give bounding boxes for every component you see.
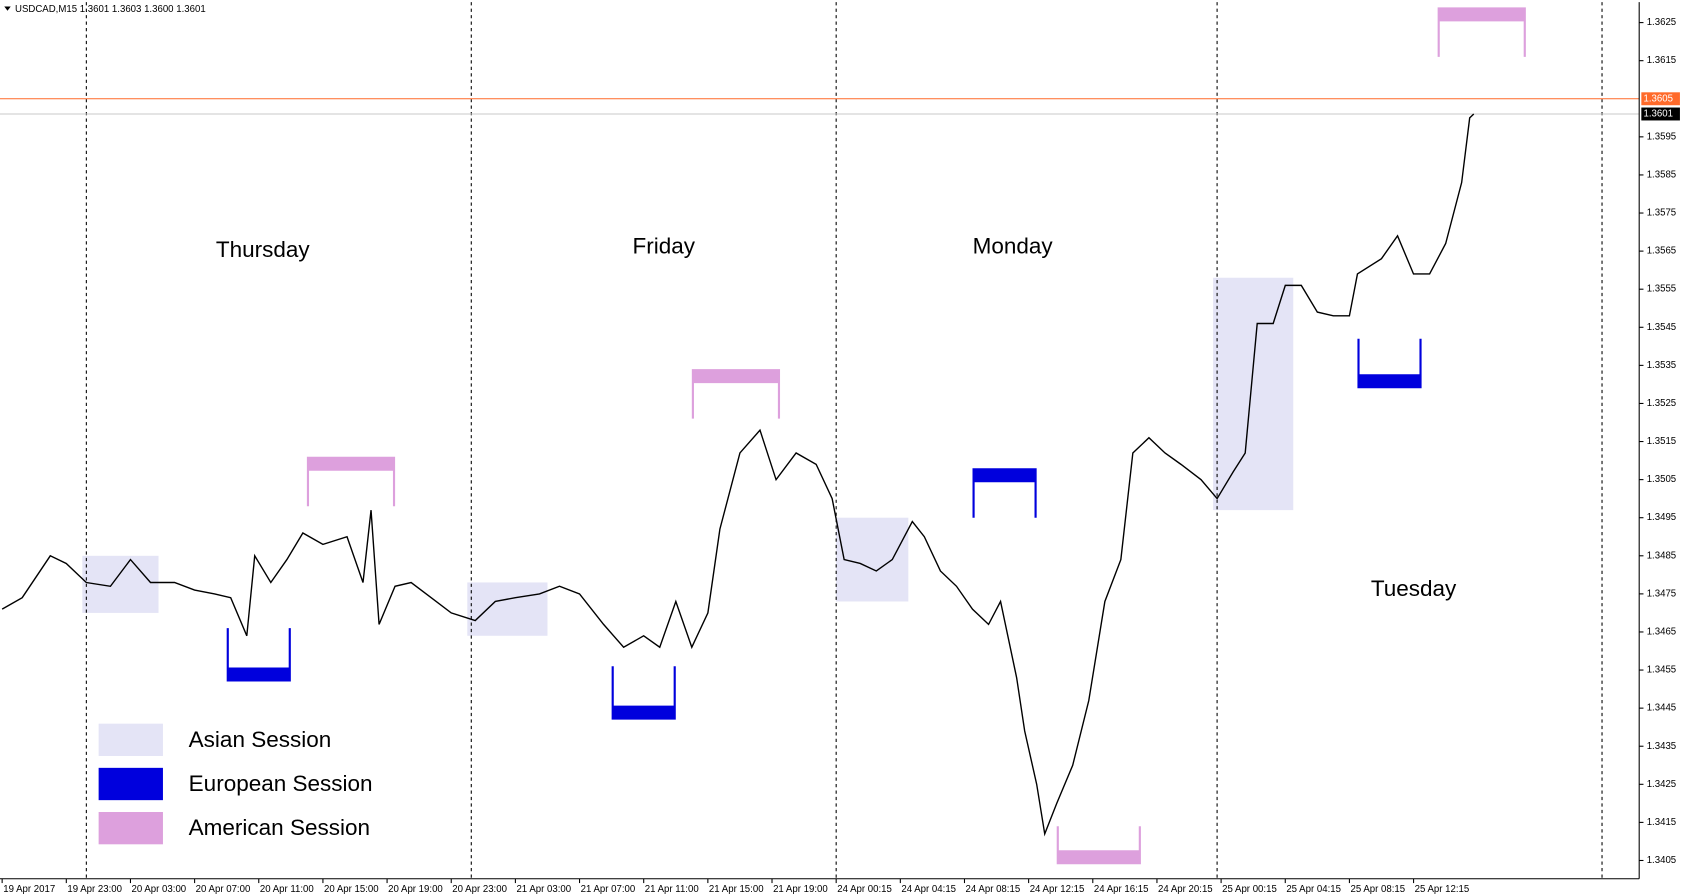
x-tick-label: 24 Apr 08:15 [966,884,1021,895]
x-tick-label: 25 Apr 00:15 [1222,884,1277,895]
x-tick-label: 21 Apr 03:00 [516,884,571,895]
x-tick-label: 20 Apr 03:00 [132,884,187,895]
x-tick-label: 24 Apr 00:15 [837,884,892,895]
session-bracket [1357,338,1422,389]
y-tick-label: 1.3615 [1647,55,1676,66]
asian-zone [467,582,548,636]
x-tick-label: 24 Apr 16:15 [1094,884,1149,895]
legend-swatch [98,767,163,801]
price-line-series [1,113,1475,837]
asian-zone [1213,277,1294,511]
price-label-box [1641,92,1680,106]
y-tick-label: 1.3545 [1647,322,1676,333]
session-bracket [691,369,781,419]
legend-label: American Session [189,815,370,840]
y-tick-label: 1.3555 [1647,284,1676,295]
session-bracket [611,666,676,720]
day-label: Tuesday [1371,576,1457,601]
y-tick-label: 1.3625 [1647,17,1676,28]
x-tick-label: 24 Apr 04:15 [901,884,956,895]
y-tick-label: 1.3445 [1647,703,1676,714]
x-tick-label: 25 Apr 04:15 [1286,884,1341,895]
x-tick-label: 20 Apr 07:00 [196,884,251,895]
x-tick-label: 24 Apr 20:15 [1158,884,1213,895]
x-tick-label: 25 Apr 12:15 [1415,884,1470,895]
x-tick-label: 20 Apr 15:00 [324,884,379,895]
y-tick-label: 1.3535 [1647,360,1676,371]
asian-zone [836,517,909,602]
price-label: 1.3601 [1643,109,1672,120]
y-tick-label: 1.3595 [1647,131,1676,142]
day-label: Monday [973,233,1054,258]
x-tick-label: 24 Apr 12:15 [1030,884,1085,895]
x-tick-label: 20 Apr 11:00 [260,884,314,895]
session-bracket [1437,7,1526,57]
y-tick-label: 1.3415 [1647,817,1676,828]
legend-swatch [98,723,163,756]
legend-label: European Session [189,771,373,796]
x-tick-label: 20 Apr 19:00 [388,884,443,895]
session-bracket [1056,826,1141,865]
price-label-box [1641,107,1680,121]
y-tick-label: 1.3565 [1647,246,1676,257]
y-tick-label: 1.3465 [1647,627,1676,638]
day-label: Friday [632,233,695,258]
y-tick-label: 1.3405 [1647,855,1676,866]
y-tick-label: 1.3585 [1647,169,1676,180]
x-tick-label: 21 Apr 11:00 [645,884,699,895]
y-tick-label: 1.3485 [1647,550,1676,561]
x-tick-label: 19 Apr 2017 [3,884,55,895]
day-label: Thursday [216,237,310,262]
chart-header: USDCAD,M15 1.3601 1.3603 1.3600 1.3601 [15,4,206,15]
y-tick-label: 1.3425 [1647,779,1676,790]
y-tick-label: 1.3515 [1647,436,1676,447]
legend-label: Asian Session [189,727,332,752]
y-tick-label: 1.3505 [1647,474,1676,485]
y-tick-label: 1.3435 [1647,741,1676,752]
session-bracket [306,456,396,507]
x-tick-label: 21 Apr 15:00 [709,884,764,895]
y-tick-label: 1.3525 [1647,398,1676,409]
x-tick-label: 21 Apr 07:00 [581,884,636,895]
session-bracket [226,628,291,682]
price-label: 1.3605 [1643,93,1672,104]
x-tick-label: 21 Apr 19:00 [773,884,828,895]
legend-swatch [98,812,163,845]
x-tick-label: 20 Apr 23:00 [452,884,507,895]
x-tick-label: 19 Apr 23:00 [67,884,122,895]
y-tick-label: 1.3475 [1647,588,1676,599]
menu-arrow [4,6,11,11]
session-bracket [972,468,1037,518]
y-tick-label: 1.3455 [1647,665,1676,676]
y-tick-label: 1.3575 [1647,208,1676,219]
y-tick-label: 1.3495 [1647,512,1676,523]
x-tick-label: 25 Apr 08:15 [1350,884,1405,895]
